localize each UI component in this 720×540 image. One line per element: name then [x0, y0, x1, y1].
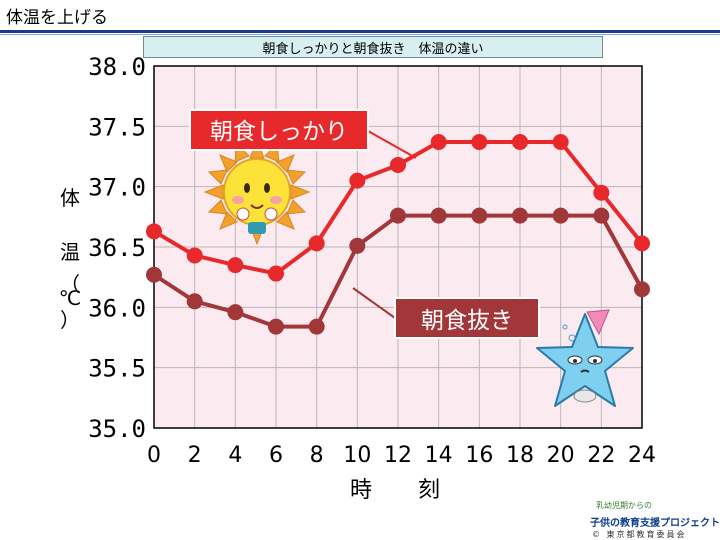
data-point: [268, 265, 284, 282]
x-tick-label: 4: [228, 443, 242, 468]
data-point: [471, 134, 488, 151]
data-point: [308, 318, 325, 335]
x-tick-labels: 0 2 4 6 8 10 12 14 16 18 20 22 24: [147, 443, 656, 468]
data-point: [593, 207, 610, 224]
y-tick-label: 35.0: [88, 415, 146, 443]
data-point: [390, 207, 406, 224]
x-tick-label: 20: [547, 443, 575, 468]
x-tick-label: 22: [587, 443, 615, 468]
data-point: [512, 134, 528, 151]
sun-mascot-icon: [203, 138, 311, 246]
data-point: [593, 184, 610, 201]
svg-text:朝食抜き: 朝食抜き: [421, 308, 513, 334]
data-point: [349, 237, 366, 254]
y-tick-label: 37.5: [88, 113, 146, 141]
x-tick-label: 10: [343, 443, 371, 468]
y-tick-label: 36.0: [88, 294, 146, 322]
svg-text:朝食しっかり: 朝食しっかり: [210, 119, 348, 145]
series-label-no-breakfast: 朝食抜き: [352, 287, 540, 339]
data-point: [146, 266, 162, 283]
x-tick-label: 12: [384, 443, 412, 468]
page-title: 体温を上げる: [6, 8, 108, 28]
header-divider: [0, 30, 720, 33]
data-point: [349, 172, 366, 189]
data-point: [634, 235, 650, 252]
x-tick-label: 16: [465, 443, 493, 468]
y-axis-label-2: 温: [60, 240, 80, 264]
x-tick-label: 14: [425, 443, 453, 468]
x-tick-label: 24: [628, 443, 656, 468]
footer-line1: 乳幼児期からの: [596, 501, 652, 510]
data-point: [186, 247, 203, 264]
data-point: [227, 257, 244, 274]
header-divider-thin: [0, 34, 720, 35]
y-tick-labels: 35.0 35.5 36.0 36.5 37.0 37.5 38.0: [88, 53, 146, 443]
data-point: [186, 293, 203, 310]
x-tick-label: 0: [147, 443, 161, 468]
y-axis-label-3: （: [60, 272, 80, 296]
x-axis-label: 時 刻: [350, 478, 453, 503]
series-label-breakfast: 朝食しっかり: [189, 109, 417, 159]
data-point: [308, 235, 325, 252]
series-1: [146, 134, 650, 282]
y-axis-label-5: ）: [60, 308, 80, 332]
x-tick-label: 8: [310, 443, 324, 468]
data-point: [552, 207, 569, 224]
x-tick-label: 18: [506, 443, 534, 468]
y-tick-label: 38.0: [88, 53, 146, 81]
data-point: [512, 207, 528, 224]
data-point: [268, 318, 284, 335]
x-tick-label: 2: [188, 443, 202, 468]
y-axis-label-1: 体: [60, 186, 80, 210]
data-point: [430, 134, 447, 151]
y-tick-label: 36.5: [88, 234, 146, 262]
data-point: [552, 134, 569, 151]
chart-title: 朝食しっかりと朝食抜き 体温の違い: [143, 36, 603, 58]
footer-line2: 子供の教育支援プロジェクト: [590, 518, 720, 529]
footer-logo: 乳幼児期からの 子供の教育支援プロジェクト © 東京都教育委員会: [590, 500, 720, 540]
y-tick-label: 37.0: [88, 174, 146, 202]
data-point: [634, 281, 650, 298]
x-tick-label: 6: [269, 443, 283, 468]
data-point: [227, 304, 244, 321]
y-tick-label: 35.5: [88, 355, 146, 383]
data-point: [430, 207, 447, 224]
footer-line3: © 東京都教育委員会: [592, 530, 687, 539]
series-2: [146, 207, 650, 335]
star-mascot-icon: [536, 309, 634, 407]
series-layer: [146, 134, 650, 335]
data-point: [146, 223, 162, 240]
data-point: [390, 156, 406, 173]
data-point: [471, 207, 488, 224]
y-axis-label-4: ℃: [58, 286, 82, 310]
